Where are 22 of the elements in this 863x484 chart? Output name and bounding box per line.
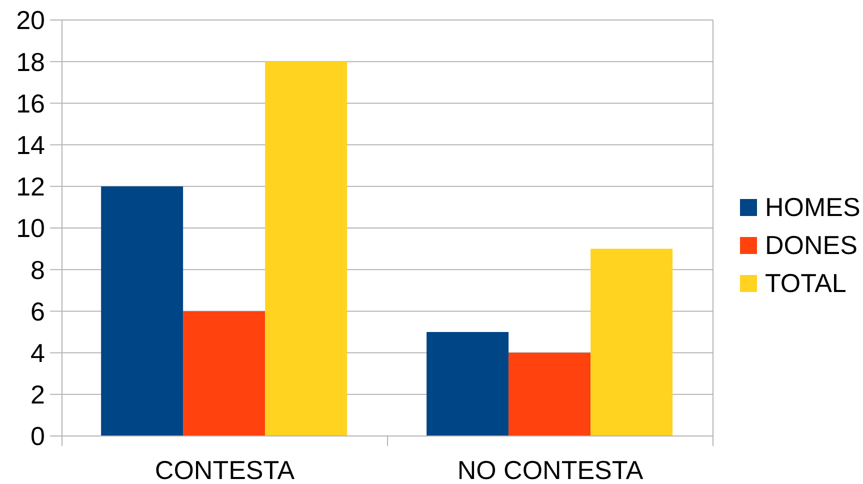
y-tick-label: 14 [16, 130, 45, 160]
y-tick-label: 18 [16, 46, 45, 77]
x-tick-label: CONTESTA [154, 455, 296, 484]
y-tick-label: 10 [16, 213, 45, 244]
bar [590, 248, 673, 436]
x-tick-label: NO CONTESTA [457, 455, 644, 484]
y-tick-label: 20 [16, 5, 45, 36]
y-tick-label: 12 [16, 172, 45, 202]
y-tick-label: 16 [16, 88, 45, 118]
bar [101, 186, 184, 436]
bar [183, 311, 266, 436]
y-tick-label: 6 [30, 296, 45, 326]
y-tick-label: 4 [30, 338, 45, 368]
bar [508, 352, 591, 436]
y-tick-label: 0 [30, 421, 45, 452]
y-tick-label: 2 [30, 380, 45, 410]
y-tick-label: 8 [30, 254, 45, 285]
legend-label: TOTAL [765, 268, 846, 298]
bar [426, 332, 509, 436]
legend-label: DONES [765, 230, 858, 260]
bar [265, 62, 348, 436]
legend-label: HOMES [765, 192, 860, 222]
